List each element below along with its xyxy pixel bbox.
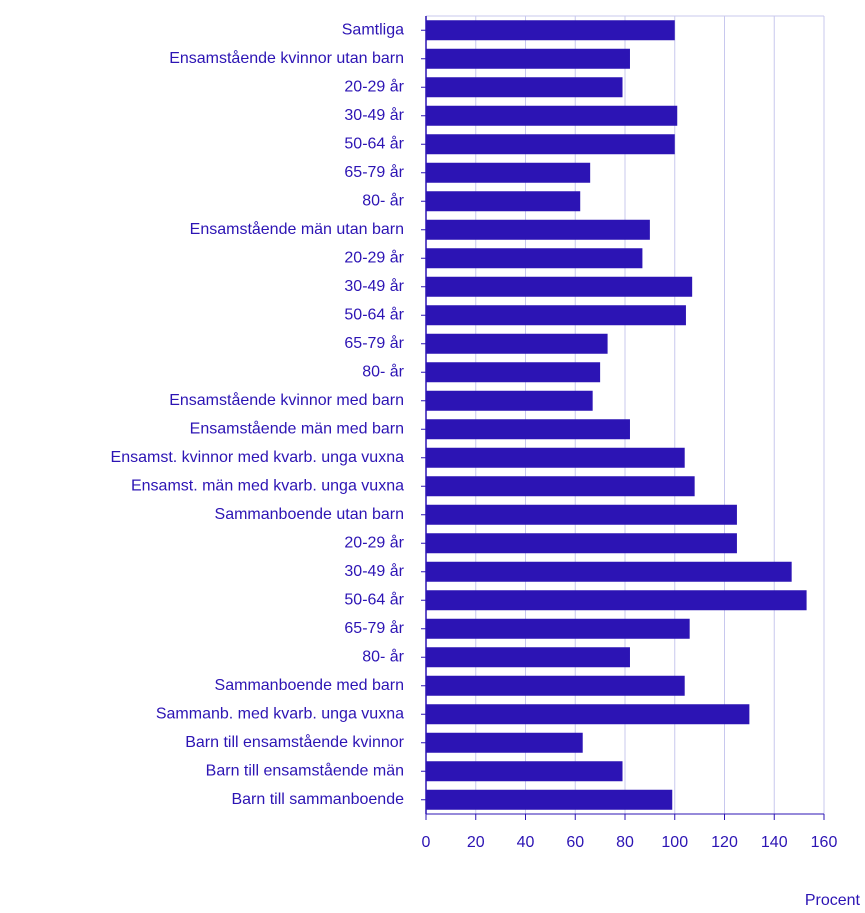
bar [426,105,678,126]
y-tick-label: Sammanboende utan barn [215,506,404,523]
bar [426,419,630,440]
y-tick-label: Barn till ensamstående kvinnor [185,733,404,751]
bar [426,20,675,41]
y-tick-label: 50-64 år [344,305,404,323]
x-tick-label: 60 [566,834,584,851]
y-tick-label: Ensamstående män med barn [190,419,404,437]
y-tick-label: 30-49 år [344,106,404,124]
bar [426,675,685,696]
x-tick-label: 0 [422,834,431,851]
bar [426,761,623,782]
y-tick-label: 80- år [362,362,404,380]
y-tick-label: Sammanb. med kvarb. unga vuxna [156,705,404,722]
y-tick-label: Barn till ensamstående män [206,761,404,779]
x-tick-label: 160 [811,834,838,851]
y-tick-label: 65-79 år [344,163,404,181]
bar [426,77,623,98]
bar [426,447,685,468]
bar [426,647,630,668]
y-tick-label: 65-79 år [344,619,404,637]
y-tick-label: Ensamst. kvinnor med kvarb. unga vuxna [111,449,405,466]
y-tick-label: Ensamstående män utan barn [190,220,404,238]
bar [426,333,608,354]
bar [426,704,750,725]
bar [426,732,583,753]
y-tick-label: 80- år [362,647,404,665]
y-tick-label: Ensamstående kvinnor med barn [169,391,404,409]
y-tick-label: 20-29 år [344,77,404,95]
bar [426,48,630,69]
y-tick-label: Ensamstående kvinnor utan barn [169,49,404,67]
y-tick-label: 80- år [362,191,404,209]
bar [426,476,695,497]
y-tick-label: 50-64 år [344,134,404,152]
x-axis-label: Procent [805,892,861,908]
bar [426,590,807,611]
y-tick-label: 20-29 år [344,533,404,551]
x-tick-label: 120 [711,834,738,851]
bar [426,276,693,297]
bar [426,362,601,383]
y-tick-label: Samtliga [342,21,404,38]
y-tick-label: Sammanboende med barn [215,677,404,694]
y-tick-label: 20-29 år [344,248,404,266]
x-tick-label: 140 [761,834,788,851]
bar [426,305,686,326]
bar [426,504,737,525]
bar [426,533,737,554]
y-tick-label: 30-49 år [344,562,404,580]
bar [426,248,643,269]
bar [426,561,792,582]
bar [426,134,675,155]
bar [426,789,673,810]
y-tick-label: 50-64 år [344,590,404,608]
bar [426,618,690,639]
y-tick-label: Ensamst. män med kvarb. unga vuxna [131,477,404,494]
bar [426,390,593,411]
x-tick-label: 80 [616,834,634,851]
y-tick-label: 30-49 år [344,277,404,295]
x-tick-label: 40 [517,834,535,851]
bar [426,219,650,240]
x-tick-label: 100 [661,834,688,851]
bar [426,191,581,212]
y-tick-label: Barn till sammanboende [231,791,404,808]
x-tick-label: 20 [467,834,485,851]
bar [426,162,591,183]
y-tick-label: 65-79 år [344,334,404,352]
